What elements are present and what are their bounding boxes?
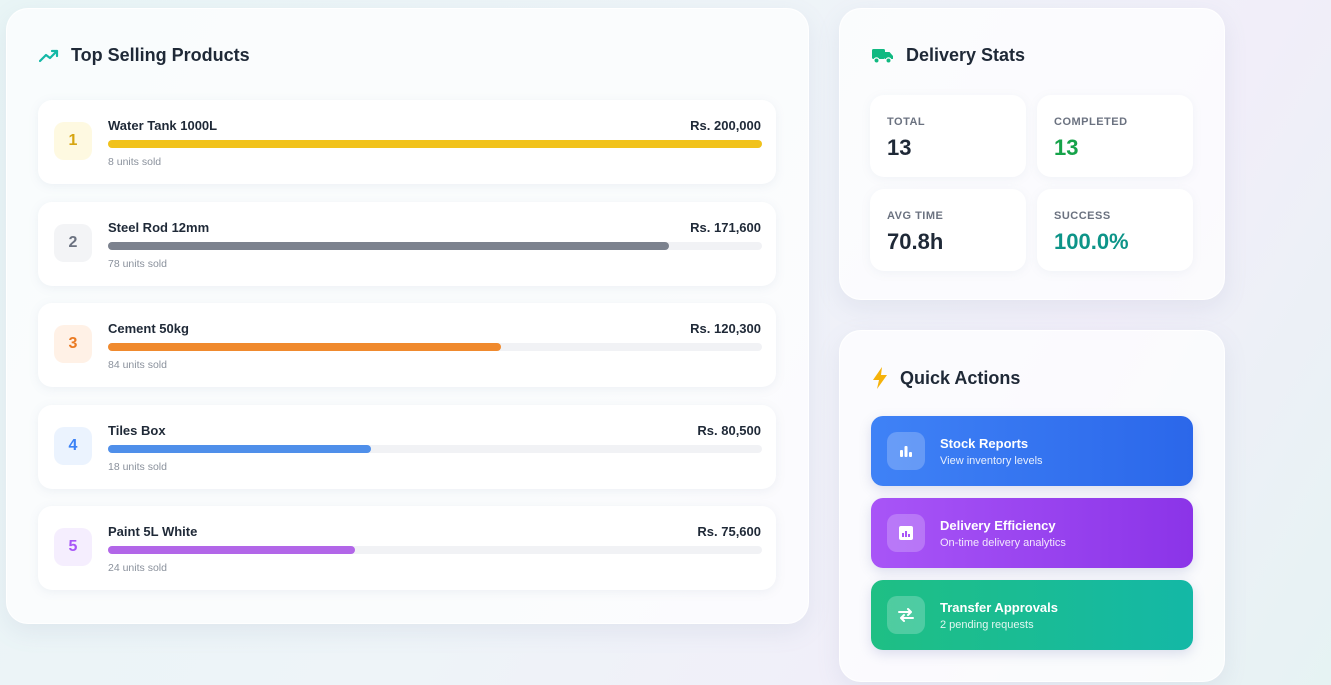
product-revenue: Rs. 171,600 — [690, 220, 761, 235]
top-selling-products-card: Top Selling Products 1 Water Tank 1000L … — [6, 8, 809, 624]
action-title: Delivery Efficiency — [940, 518, 1056, 533]
stat-total: TOTAL 13 — [870, 95, 1026, 177]
rank-badge: 1 — [54, 122, 92, 160]
sales-bar-track — [108, 140, 762, 148]
product-row[interactable]: 1 Water Tank 1000L Rs. 200,000 8 units s… — [38, 100, 776, 184]
sales-bar-fill — [108, 343, 502, 351]
action-title: Stock Reports — [940, 436, 1029, 451]
sales-bar-fill — [108, 546, 356, 554]
rank-badge: 3 — [54, 325, 92, 363]
delivery-stats-card: Delivery Stats TOTAL 13 COMPLETED 13 AVG… — [839, 8, 1225, 300]
sales-bar-track — [108, 546, 762, 554]
units-sold: 84 units sold — [108, 359, 167, 371]
product-revenue: Rs. 80,500 — [697, 423, 761, 438]
transfer-approvals-button[interactable]: Transfer Approvals 2 pending requests — [871, 580, 1193, 650]
stat-success: SUCCESS 100.0% — [1037, 189, 1193, 271]
product-revenue: Rs. 120,300 — [690, 321, 761, 336]
transfer-arrows-icon — [887, 596, 925, 634]
quick-actions-header: Quick Actions — [872, 367, 1020, 389]
top-products-title: Top Selling Products — [71, 45, 250, 65]
delivery-efficiency-button[interactable]: Delivery Efficiency On-time delivery ana… — [871, 498, 1193, 568]
product-name: Water Tank 1000L — [108, 118, 218, 133]
top-products-header: Top Selling Products — [39, 45, 250, 66]
product-name: Cement 50kg — [108, 321, 189, 336]
units-sold: 18 units sold — [108, 461, 167, 473]
units-sold: 8 units sold — [108, 156, 162, 168]
stock-reports-button[interactable]: Stock Reports View inventory levels — [871, 416, 1193, 486]
stat-label: AVG TIME — [887, 210, 944, 222]
stat-value: 70.8h — [887, 229, 944, 254]
units-sold: 78 units sold — [108, 258, 167, 270]
product-name: Paint 5L White — [108, 524, 198, 539]
units-sold: 24 units sold — [108, 562, 167, 574]
product-revenue: Rs. 75,600 — [697, 524, 761, 539]
stat-label: TOTAL — [887, 116, 926, 128]
stat-completed: COMPLETED 13 — [1037, 95, 1193, 177]
product-row[interactable]: 5 Paint 5L White Rs. 75,600 24 units sol… — [38, 506, 776, 590]
product-name: Tiles Box — [108, 423, 166, 438]
rank-badge: 5 — [54, 528, 92, 566]
quick-actions-card: Quick Actions Stock Reports View invento… — [839, 330, 1225, 682]
product-revenue: Rs. 200,000 — [690, 118, 761, 133]
sales-bar-fill — [108, 140, 762, 148]
product-name: Steel Rod 12mm — [108, 220, 210, 235]
rank-badge: 4 — [54, 427, 92, 465]
stat-value: 100.0% — [1054, 229, 1129, 254]
action-subtitle: 2 pending requests — [940, 619, 1034, 631]
action-title: Transfer Approvals — [940, 600, 1059, 615]
stat-value: 13 — [887, 135, 912, 160]
trending-up-icon — [39, 49, 59, 63]
sales-bar-track — [108, 242, 762, 250]
sales-bar-track — [108, 445, 762, 453]
truck-icon — [872, 48, 894, 64]
sales-bar-fill — [108, 445, 372, 453]
bar-chart-icon — [887, 432, 925, 470]
lightning-bolt-icon — [872, 367, 888, 389]
analytics-icon — [887, 514, 925, 552]
product-row[interactable]: 3 Cement 50kg Rs. 120,300 84 units sold — [38, 303, 776, 387]
product-row[interactable]: 2 Steel Rod 12mm Rs. 171,600 78 units so… — [38, 202, 776, 286]
stat-value: 13 — [1054, 135, 1079, 160]
sales-bar-track — [108, 343, 762, 351]
delivery-stats-title: Delivery Stats — [906, 45, 1026, 65]
quick-actions-title: Quick Actions — [900, 367, 1021, 388]
product-row[interactable]: 4 Tiles Box Rs. 80,500 18 units sold — [38, 405, 776, 489]
action-subtitle: View inventory levels — [940, 455, 1043, 467]
stat-label: COMPLETED — [1054, 116, 1128, 128]
rank-badge: 2 — [54, 224, 92, 262]
action-subtitle: On-time delivery analytics — [940, 537, 1066, 549]
delivery-stats-header: Delivery Stats — [872, 45, 1025, 66]
stat-avg-time: AVG TIME 70.8h — [870, 189, 1026, 271]
stat-label: SUCCESS — [1054, 210, 1111, 222]
sales-bar-fill — [108, 242, 670, 250]
